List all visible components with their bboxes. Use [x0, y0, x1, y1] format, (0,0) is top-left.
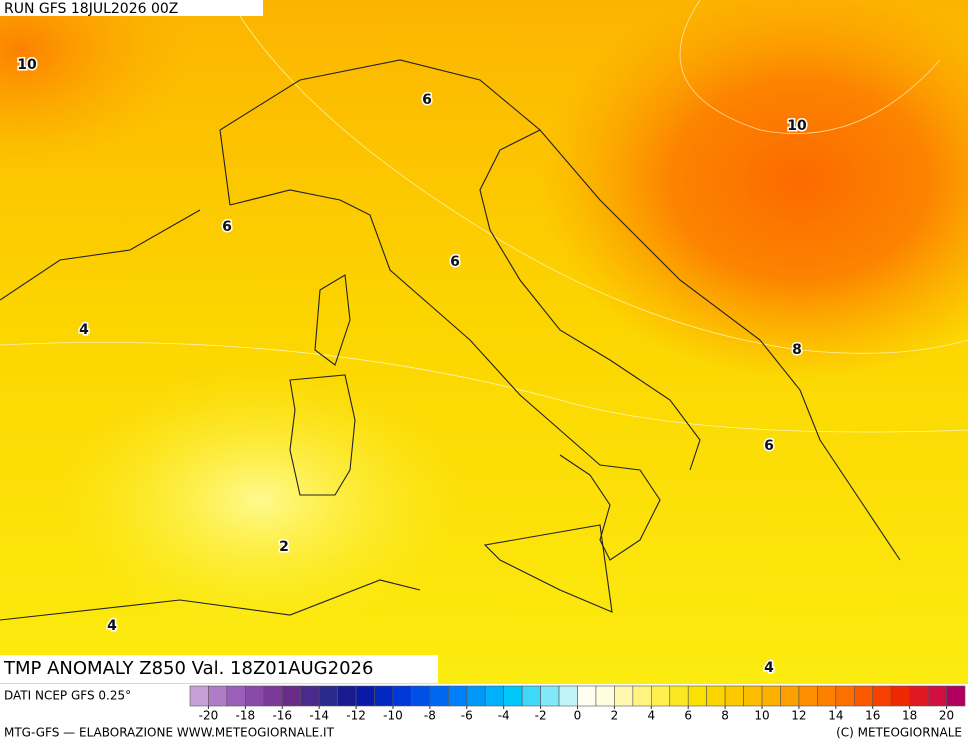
colorbar-tick-label: -4	[498, 709, 510, 723]
colorbar-tick-label: 12	[791, 709, 806, 723]
color-swatch	[540, 685, 560, 707]
color-swatch	[318, 685, 338, 707]
color-swatch	[411, 685, 431, 707]
contour-label: 6	[450, 254, 460, 270]
color-swatch	[595, 685, 615, 707]
contour-label: 6	[222, 219, 232, 235]
color-swatch	[577, 685, 597, 707]
colorbar-tick-label: 8	[721, 709, 729, 723]
colorbar-tick-label: 14	[828, 709, 843, 723]
colorbar-tick-label: 2	[611, 709, 619, 723]
contour-label: 10	[17, 57, 37, 73]
contour-label: 4	[79, 322, 89, 338]
colorbar-tick-label: 6	[684, 709, 692, 723]
colorbar-tick-label: 0	[574, 709, 582, 723]
color-swatch	[835, 685, 855, 707]
colorbar-tick-label: -18	[236, 709, 256, 723]
source-label: DATI NCEP GFS 0.25°	[4, 689, 131, 703]
color-swatch	[743, 685, 763, 707]
contour-label: 4	[107, 618, 117, 634]
color-swatch	[853, 685, 874, 707]
color-swatch	[872, 685, 892, 707]
colorbar-tick-label: -10	[383, 709, 403, 723]
colorbar-tick-label: 20	[939, 709, 954, 723]
contour-label: 2	[279, 539, 289, 555]
color-swatch	[281, 685, 302, 707]
color-swatch	[466, 685, 486, 707]
color-swatch	[521, 685, 541, 707]
color-swatch	[724, 685, 744, 707]
colorbar-tick-label: -14	[309, 709, 329, 723]
color-swatch	[651, 685, 671, 707]
color-swatch	[669, 685, 689, 707]
color-swatch	[706, 685, 726, 707]
color-swatch	[817, 685, 837, 707]
map-field	[0, 0, 968, 684]
footer-right: (C) METEOGIORNALE	[836, 726, 962, 740]
footer-left: MTG-GFS — ELABORAZIONE WWW.METEOGIORNALE…	[4, 726, 335, 740]
color-swatch	[208, 685, 228, 707]
color-swatch	[687, 685, 707, 707]
color-swatch	[392, 685, 412, 707]
colorbar: -20 -18 -16 -14 -12 -10 -8 -6 -4 -2 0 2 4 6 8 10 12 14 16 1…	[189, 685, 966, 723]
colorbar-tick-label: 18	[902, 709, 917, 723]
color-swatch	[226, 685, 246, 707]
color-swatch	[946, 685, 966, 707]
coastlines	[0, 59, 901, 621]
contour-labels: 10 6 10 6 6 4 8 6 2 4 4	[16, 56, 809, 678]
color-swatch	[558, 685, 578, 707]
color-swatch	[503, 685, 523, 707]
color-swatch	[429, 685, 449, 707]
color-swatch	[780, 685, 800, 707]
contour-label: 6	[422, 92, 432, 108]
color-swatch	[263, 685, 283, 707]
run-label: RUN GFS 18JUL2026 00Z	[4, 1, 178, 17]
title-box	[0, 655, 438, 683]
color-swatch	[448, 685, 468, 707]
colorbar-tick-label: -6	[461, 709, 473, 723]
color-swatch	[614, 685, 634, 707]
contour-label: 8	[792, 342, 802, 358]
color-swatch	[245, 685, 265, 707]
colorbar-tick-label: 4	[647, 709, 655, 723]
color-swatch	[337, 685, 357, 707]
header-box	[0, 0, 263, 16]
color-swatch	[761, 685, 781, 707]
color-swatch	[798, 685, 818, 707]
color-swatch	[909, 685, 929, 707]
contour-label: 4	[764, 660, 774, 676]
colorbar-tick-label: -20	[199, 709, 219, 723]
contour-label: 10	[787, 118, 807, 134]
color-swatch	[927, 685, 947, 707]
colorbar-tick-label: 16	[865, 709, 880, 723]
contour-label: 6	[764, 438, 774, 454]
colorbar-tick-label: -12	[346, 709, 366, 723]
color-swatch	[189, 685, 209, 707]
color-swatch	[890, 685, 910, 707]
color-swatch	[300, 685, 320, 707]
colorbar-tick-label: -2	[535, 709, 547, 723]
colorbar-tick-label: -16	[272, 709, 292, 723]
color-swatch	[484, 685, 504, 707]
color-swatch	[632, 685, 652, 707]
color-swatch	[355, 685, 375, 707]
colorbar-tick-label: -8	[424, 709, 436, 723]
color-swatch	[374, 685, 394, 707]
map-title: TMP ANOMALY Z850 Val. 18Z01AUG2026	[3, 658, 373, 679]
colorbar-tick-label: 10	[754, 709, 769, 723]
